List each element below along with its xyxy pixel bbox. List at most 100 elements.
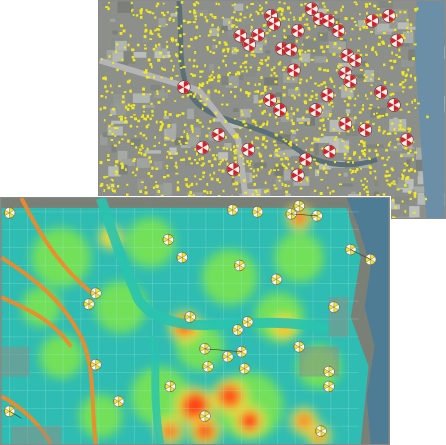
cluster-symbol[interactable] — [284, 42, 298, 57]
incident-point — [216, 146, 219, 149]
incident-symbol[interactable] — [202, 360, 214, 373]
cluster-symbol[interactable] — [291, 23, 305, 38]
incident-point — [250, 36, 254, 40]
incident-point — [286, 116, 289, 120]
incident-point — [251, 18, 254, 21]
incident-point — [366, 180, 369, 183]
incident-point — [207, 34, 211, 37]
incident-symbol[interactable] — [184, 311, 196, 323]
incident-symbol[interactable] — [199, 410, 211, 422]
incident-point — [110, 123, 114, 126]
cluster-symbol[interactable] — [251, 27, 265, 42]
incident-point — [391, 169, 395, 172]
incident-point — [119, 115, 124, 118]
cluster-symbol[interactable] — [343, 74, 358, 88]
cluster-symbol[interactable] — [348, 53, 362, 68]
highway — [1, 255, 98, 444]
incident-symbol[interactable] — [238, 362, 251, 375]
incident-point — [181, 112, 185, 115]
incident-symbol[interactable] — [112, 395, 125, 408]
cluster-symbol[interactable] — [195, 140, 210, 155]
incident-point — [363, 79, 367, 82]
incident-symbol[interactable] — [293, 341, 305, 353]
incident-point — [338, 47, 342, 50]
incident-point — [194, 51, 197, 54]
incident-point — [412, 158, 414, 162]
incident-symbol[interactable] — [164, 380, 176, 393]
incident-symbol[interactable] — [176, 251, 188, 264]
incident-symbol[interactable] — [3, 405, 16, 417]
incident-symbol[interactable] — [222, 351, 234, 363]
cluster-symbol[interactable] — [387, 98, 401, 112]
incident-point — [174, 39, 178, 42]
incident-symbol[interactable] — [90, 287, 102, 299]
incident-point — [166, 137, 170, 140]
incident-symbol[interactable] — [251, 206, 264, 218]
cluster-symbol[interactable] — [308, 103, 323, 117]
cluster-symbol[interactable] — [267, 17, 281, 31]
incident-point — [162, 68, 165, 71]
incident-symbol[interactable] — [293, 200, 305, 212]
cluster-symbol[interactable] — [233, 28, 248, 43]
cluster-symbol[interactable] — [273, 103, 287, 117]
incident-point — [172, 65, 175, 68]
incident-point — [199, 13, 204, 16]
cluster-symbol[interactable] — [358, 123, 372, 137]
incident-symbol[interactable] — [323, 365, 335, 378]
cluster-symbol[interactable] — [241, 142, 255, 157]
incident-symbol[interactable] — [311, 210, 323, 222]
incident-point — [210, 163, 214, 167]
incident-point — [247, 92, 251, 95]
incident-symbol[interactable] — [83, 298, 95, 310]
incident-point — [162, 98, 165, 101]
incident-point — [284, 156, 288, 160]
incident-point — [402, 128, 406, 131]
cluster-symbol[interactable] — [338, 117, 353, 131]
incident-point — [323, 5, 326, 8]
cluster-symbol[interactable] — [321, 14, 336, 28]
cluster-symbol[interactable] — [322, 144, 337, 159]
incident-point — [147, 123, 150, 126]
cluster-symbol[interactable] — [211, 128, 226, 142]
incident-point — [222, 30, 224, 33]
incident-symbol[interactable] — [345, 243, 357, 256]
incident-symbol[interactable] — [328, 301, 340, 313]
cluster-symbol[interactable] — [242, 37, 256, 52]
cluster-symbol[interactable] — [365, 14, 379, 28]
incident-symbol[interactable] — [270, 273, 283, 286]
cluster-symbol[interactable] — [374, 85, 388, 99]
incident-symbol[interactable] — [315, 425, 327, 437]
incident-point — [172, 18, 175, 22]
incident-symbol[interactable] — [233, 259, 246, 272]
cluster-symbol[interactable] — [320, 88, 335, 102]
incident-point — [285, 111, 288, 114]
incident-symbol[interactable] — [162, 233, 174, 246]
incident-point — [198, 84, 202, 87]
incident-symbol[interactable] — [226, 204, 239, 216]
cluster-symbol[interactable] — [226, 162, 241, 177]
incident-point — [307, 35, 310, 38]
incident-point — [365, 5, 369, 8]
cluster-symbol[interactable] — [382, 9, 396, 23]
incident-symbol[interactable] — [241, 316, 254, 328]
cluster-symbol[interactable] — [400, 132, 414, 147]
incident-symbol[interactable] — [235, 346, 248, 358]
incident-point — [338, 132, 341, 135]
bottom-map-panel[interactable] — [0, 197, 390, 445]
cluster-symbol[interactable] — [390, 33, 404, 48]
cluster-symbol[interactable] — [287, 63, 301, 78]
incident-point — [196, 119, 200, 122]
incident-symbol[interactable] — [3, 207, 16, 219]
cluster-symbol[interactable] — [331, 23, 346, 38]
incident-point — [371, 73, 375, 76]
cluster-symbol[interactable] — [291, 168, 305, 183]
incident-symbol[interactable] — [90, 358, 102, 371]
cluster-symbol[interactable] — [177, 80, 191, 94]
incident-point — [162, 2, 165, 5]
cluster-symbol[interactable] — [263, 93, 277, 107]
incident-symbol[interactable] — [231, 324, 244, 336]
incident-symbol[interactable] — [323, 380, 335, 393]
cluster-symbol[interactable] — [298, 152, 313, 167]
top-map-panel[interactable] — [98, 0, 446, 219]
cluster-symbol[interactable] — [304, 2, 319, 16]
